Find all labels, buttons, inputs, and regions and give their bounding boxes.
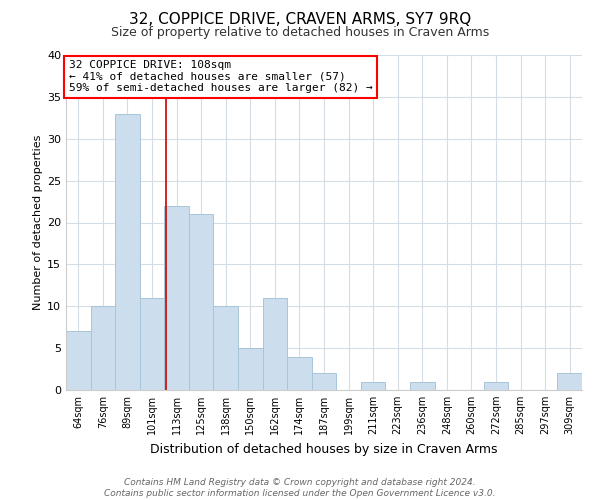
Bar xyxy=(91,306,115,390)
Bar xyxy=(312,373,336,390)
Bar xyxy=(214,306,238,390)
X-axis label: Distribution of detached houses by size in Craven Arms: Distribution of detached houses by size … xyxy=(150,442,498,456)
Bar xyxy=(361,382,385,390)
Bar xyxy=(287,356,312,390)
Bar xyxy=(189,214,214,390)
Text: 32 COPPICE DRIVE: 108sqm
← 41% of detached houses are smaller (57)
59% of semi-d: 32 COPPICE DRIVE: 108sqm ← 41% of detach… xyxy=(68,60,373,93)
Bar xyxy=(140,298,164,390)
Bar xyxy=(115,114,140,390)
Bar xyxy=(557,373,582,390)
Y-axis label: Number of detached properties: Number of detached properties xyxy=(33,135,43,310)
Bar xyxy=(164,206,189,390)
Bar xyxy=(410,382,434,390)
Bar xyxy=(263,298,287,390)
Text: Contains HM Land Registry data © Crown copyright and database right 2024.
Contai: Contains HM Land Registry data © Crown c… xyxy=(104,478,496,498)
Text: 32, COPPICE DRIVE, CRAVEN ARMS, SY7 9RQ: 32, COPPICE DRIVE, CRAVEN ARMS, SY7 9RQ xyxy=(129,12,471,28)
Text: Size of property relative to detached houses in Craven Arms: Size of property relative to detached ho… xyxy=(111,26,489,39)
Bar xyxy=(238,348,263,390)
Bar xyxy=(484,382,508,390)
Bar xyxy=(66,332,91,390)
